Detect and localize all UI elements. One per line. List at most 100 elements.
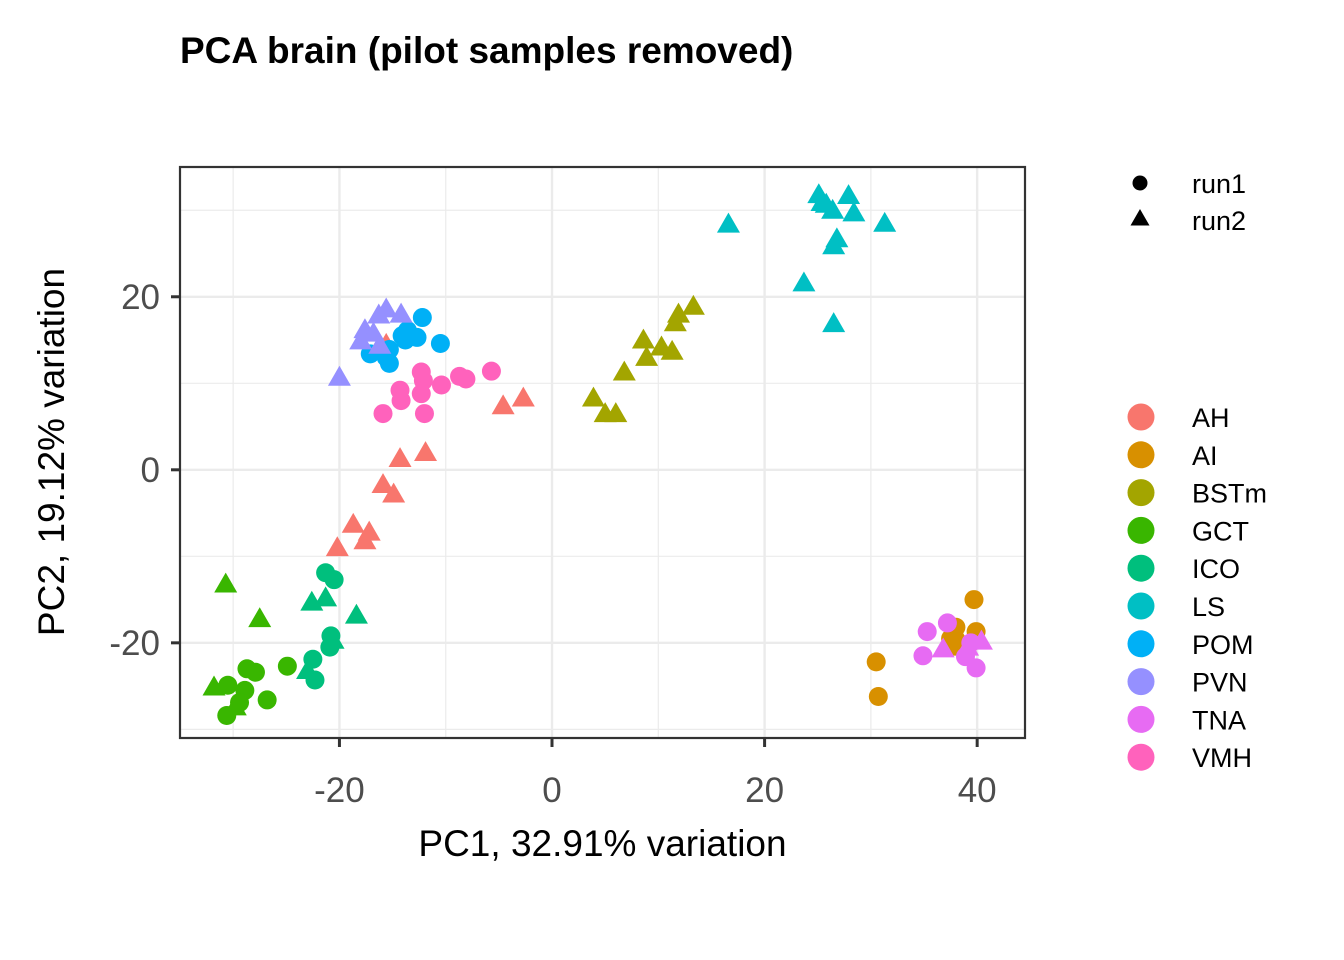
- point-ah-run2: [325, 536, 349, 557]
- point-ai-run1: [866, 652, 886, 672]
- point-bstm-run2: [581, 386, 605, 407]
- point-pom-run1: [379, 353, 399, 373]
- legend-key-ico: [1127, 554, 1155, 582]
- legend-key-gct: [1127, 516, 1155, 544]
- point-tna-run1: [937, 613, 957, 633]
- legend-label-pom: POM: [1192, 630, 1254, 660]
- point-pvn-run2: [389, 302, 413, 323]
- point-ah-run2: [371, 473, 395, 494]
- point-gct-run1: [230, 693, 250, 713]
- point-vmh-run1: [456, 369, 476, 389]
- point-gct-run2: [248, 607, 272, 628]
- plot-panel: [178, 165, 1027, 740]
- point-vmh-run1: [391, 391, 411, 411]
- point-ai-run1: [964, 590, 984, 610]
- point-pvn-run2: [368, 333, 392, 354]
- point-tna-run1: [917, 622, 937, 642]
- point-ls-run2: [822, 312, 846, 333]
- point-tna-run1: [966, 658, 986, 678]
- point-vmh-run1: [431, 375, 451, 395]
- point-gct-run1: [245, 662, 265, 682]
- point-ls-run2: [837, 184, 861, 205]
- legend-label-gct: GCT: [1192, 516, 1249, 546]
- point-gct-run1: [218, 675, 238, 695]
- point-ico-run2: [321, 628, 345, 649]
- legend-label-ico: ICO: [1192, 554, 1240, 584]
- y-axis-ticks: -20 0 20: [109, 278, 180, 663]
- legend-key-bstm: [1127, 479, 1155, 507]
- grid-lines: [180, 167, 1025, 738]
- panel-border: [178, 165, 1027, 740]
- legend-label-ai: AI: [1192, 441, 1218, 471]
- chart-title: PCA brain (pilot samples removed): [180, 30, 793, 71]
- x-axis-ticks: -20 0 20 40: [314, 738, 997, 810]
- legend-key-circle: [1132, 175, 1148, 191]
- color-legend: AH AI BSTm GCT ICO LS POM PVN TNA VMH: [1127, 403, 1267, 773]
- legend-label-pvn: PVN: [1192, 668, 1248, 698]
- legend-label-run2: run2: [1192, 206, 1246, 236]
- point-ls-run2: [716, 212, 740, 233]
- point-vmh-run1: [411, 384, 431, 404]
- point-bstm-run2: [681, 294, 705, 315]
- point-bstm-run2: [631, 328, 655, 349]
- x-tick-label: 40: [958, 771, 997, 810]
- point-ls-run2: [842, 201, 866, 222]
- point-pvn-run2: [327, 365, 351, 386]
- legend-label-bstm: BSTm: [1192, 479, 1267, 509]
- y-tick-label: 20: [121, 278, 160, 317]
- point-bstm-run2: [635, 345, 659, 366]
- point-ah-run2: [382, 482, 406, 503]
- legend-label-tna: TNA: [1192, 705, 1246, 735]
- point-vmh-run1: [373, 404, 393, 424]
- x-axis-title: PC1, 32.91% variation: [418, 823, 786, 864]
- data-points: [202, 183, 993, 726]
- point-ico-run2: [344, 603, 368, 624]
- point-tna-run1: [913, 646, 933, 666]
- point-ico-run2: [296, 659, 320, 680]
- point-pom-run1: [412, 308, 432, 328]
- x-tick-label: 0: [542, 771, 561, 810]
- point-tna-run2: [969, 629, 993, 650]
- point-ico-run1: [324, 570, 344, 590]
- legend-key-ls: [1127, 592, 1155, 620]
- y-tick-label: 0: [141, 451, 160, 490]
- point-ah-run2: [353, 529, 377, 550]
- point-gct-run2: [214, 572, 238, 593]
- point-ls-run2: [821, 198, 845, 219]
- legend-key-pom: [1127, 630, 1155, 658]
- point-bstm-run2: [660, 339, 684, 360]
- point-bstm-run2: [663, 311, 687, 332]
- point-ls-run2: [810, 191, 834, 211]
- legend-label-ah: AH: [1192, 403, 1230, 433]
- point-pvn-run2: [367, 303, 391, 324]
- x-tick-label: 20: [745, 771, 784, 810]
- point-ah-run2: [341, 512, 365, 533]
- legend-key-pvn: [1127, 668, 1155, 696]
- y-axis-title: PC2, 19.12% variation: [31, 268, 72, 636]
- point-tna-run2: [956, 635, 980, 656]
- point-vmh-run1: [414, 404, 434, 424]
- point-gct-run1: [257, 690, 277, 710]
- legend-key-vmh: [1127, 743, 1155, 771]
- point-ah-run2: [414, 441, 438, 461]
- point-gct-run2: [202, 675, 226, 696]
- point-ico-run2: [314, 586, 338, 607]
- point-tna-run2: [931, 637, 955, 658]
- point-gct-run1: [277, 656, 297, 676]
- point-ah-run2: [491, 394, 515, 415]
- point-ls-run2: [873, 211, 897, 232]
- shape-legend: run1 run2: [1130, 169, 1246, 236]
- point-vmh-run1: [481, 361, 501, 381]
- point-ls-run2: [792, 271, 816, 292]
- point-ah-run2: [388, 447, 412, 468]
- point-ah-run2: [511, 386, 535, 407]
- legend-key-ah: [1127, 403, 1155, 431]
- point-gct-run1: [217, 706, 237, 726]
- legend-key-tna: [1127, 705, 1155, 733]
- point-pom-run1: [430, 333, 450, 353]
- point-ai-run1: [868, 686, 888, 706]
- legend-label-vmh: VMH: [1192, 743, 1252, 773]
- x-tick-label: -20: [314, 771, 365, 810]
- legend-label-ls: LS: [1192, 592, 1225, 622]
